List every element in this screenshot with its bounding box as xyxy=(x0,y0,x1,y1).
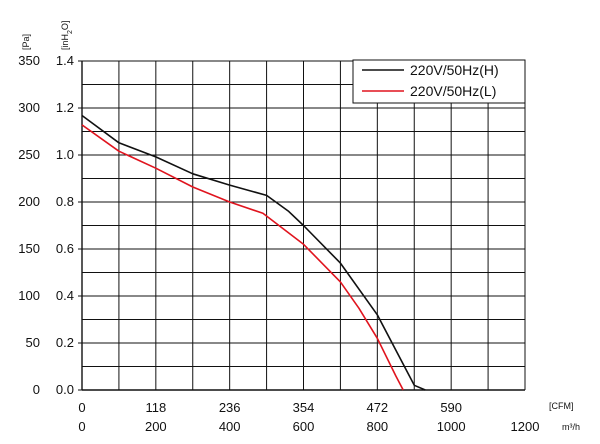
x-bottom-tick-label: 600 xyxy=(293,419,315,434)
x-top-tick-label: 472 xyxy=(366,400,388,415)
x-top-tick-label: 118 xyxy=(145,400,166,415)
left-axis-ticks: 350 300 250 200 150 100 50 0 xyxy=(18,53,40,397)
x-bottom-tick-label: 1200 xyxy=(511,419,540,434)
right-axis-ticks: 1.4 1.2 1.0 0.8 0.6 0.4 0.2 0.0 xyxy=(56,53,74,397)
x-bottom-tick-label: 800 xyxy=(366,419,388,434)
y-left-tick-label: 150 xyxy=(18,241,40,256)
x-axis-bottom-ticks: 0 200 400 600 800 1000 1200 xyxy=(78,419,539,434)
y-right-tick-label: 1.4 xyxy=(56,53,74,68)
chart-grid xyxy=(78,60,526,391)
chart-curves xyxy=(81,114,426,391)
x-top-tick-label: 236 xyxy=(219,400,241,415)
y-left-tick-label: 200 xyxy=(18,194,40,209)
chart-legend: 220V/50Hz(H) 220V/50Hz(L) xyxy=(352,59,526,104)
y-right-tick-label: 0.4 xyxy=(56,288,74,303)
x-bottom-tick-label: 1000 xyxy=(437,419,466,434)
series-line-h xyxy=(81,114,426,391)
y-left-tick-label: 100 xyxy=(18,288,40,303)
y-left-tick-label: 300 xyxy=(18,100,40,115)
y-right-tick-label: 1.0 xyxy=(56,147,74,162)
y-right-tick-label: 0.6 xyxy=(56,241,74,256)
y-right-tick-label: 0.0 xyxy=(56,382,74,397)
x-top-tick-label: 590 xyxy=(440,400,462,415)
y-left-tick-label: 50 xyxy=(26,335,40,350)
x-axis-bottom-label: m³/h xyxy=(562,422,580,432)
y-right-tick-label: 0.2 xyxy=(56,335,74,350)
y-axis-left-label: [Pa] xyxy=(21,34,31,50)
x-axis-top-label: [CFM] xyxy=(549,401,574,411)
x-top-tick-label: 354 xyxy=(293,400,315,415)
legend-label-l: 220V/50Hz(L) xyxy=(410,83,496,99)
x-top-tick-label: 0 xyxy=(78,400,85,415)
x-axis-top-ticks: 0 118 236 354 472 590 xyxy=(78,400,462,415)
x-bottom-tick-label: 200 xyxy=(145,419,167,434)
legend-label-h: 220V/50Hz(H) xyxy=(410,62,499,78)
y-axis-right-label: [inH2O] xyxy=(60,21,74,50)
x-bottom-tick-label: 400 xyxy=(219,419,241,434)
x-bottom-tick-label: 0 xyxy=(78,419,85,434)
y-left-tick-label: 250 xyxy=(18,147,40,162)
y-right-tick-label: 0.8 xyxy=(56,194,74,209)
y-right-tick-label: 1.2 xyxy=(56,100,74,115)
legend-box xyxy=(352,59,526,104)
y-left-tick-label: 350 xyxy=(18,53,40,68)
series-line-l xyxy=(81,124,404,391)
y-left-tick-label: 0 xyxy=(33,382,40,397)
